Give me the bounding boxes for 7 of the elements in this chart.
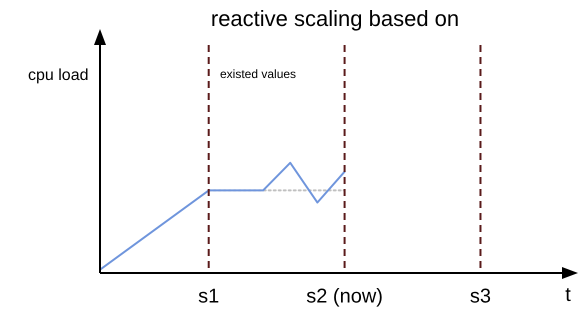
y-axis-title: cpu load <box>28 67 88 84</box>
text: existed values <box>220 67 296 81</box>
x-tick-label: s3 <box>470 286 492 308</box>
chart-title: reactive scaling based on <box>210 6 460 31</box>
x-tick-label: s2 (now) <box>306 286 383 308</box>
x-tick-label: s1 <box>198 286 220 308</box>
x-axis-title: t <box>565 284 572 306</box>
